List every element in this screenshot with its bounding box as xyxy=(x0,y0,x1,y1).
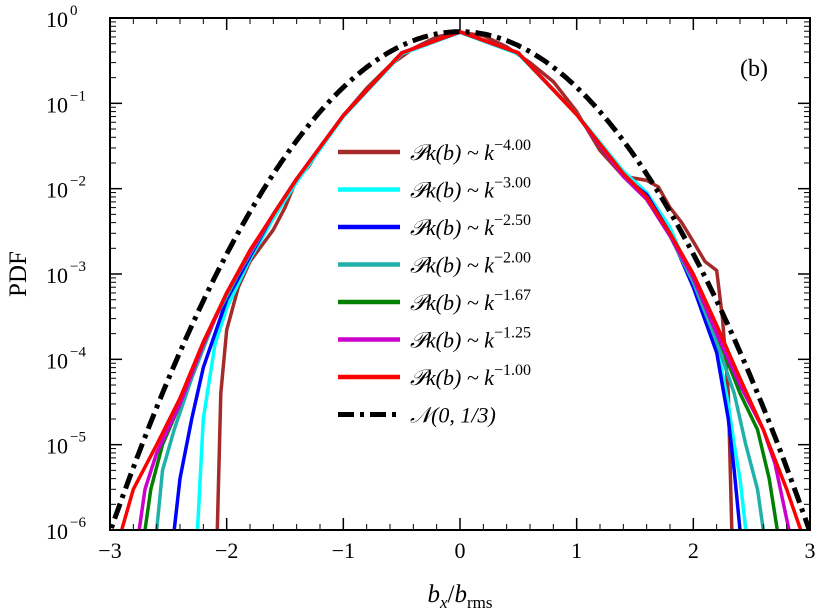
x-tick-label: 0 xyxy=(455,538,466,563)
y-tick-base: 10 xyxy=(46,434,68,459)
y-tick-exponent: −5 xyxy=(70,430,86,446)
legend-main: 𝒫k(b) ~ k xyxy=(410,253,495,278)
y-tick-label: 10 xyxy=(46,178,68,203)
y-tick-base: 10 xyxy=(46,263,68,288)
y-tick-exponent: −6 xyxy=(70,515,86,531)
y-tick-exponent: 0 xyxy=(70,3,78,19)
y-tick-base: 10 xyxy=(46,178,68,203)
y-tick-label: 10 xyxy=(46,7,68,32)
y-tick-exponent: −1 xyxy=(70,88,86,104)
y-tick-label: 10 xyxy=(46,434,68,459)
legend-label-5: 𝒫k(b) ~ k−1.25 xyxy=(410,325,531,353)
series-line-0 xyxy=(215,30,734,530)
legend-main: 𝒫k(b) ~ k xyxy=(410,215,495,240)
legend-exponent: −2.50 xyxy=(494,212,531,229)
y-tick-label: 10 xyxy=(46,519,68,544)
x-tick-label: −2 xyxy=(215,538,238,563)
y-tick-label: 10 xyxy=(46,348,68,373)
x-tick-label: 1 xyxy=(571,538,582,563)
x-tick-label: −3 xyxy=(98,538,121,563)
legend-main: 𝒫k(b) ~ k xyxy=(410,140,495,165)
x-axis: −3 −2 −1 0 1 2 3 xyxy=(98,18,816,563)
legend-exponent: −4.00 xyxy=(494,137,531,154)
series-line-6 xyxy=(120,30,803,530)
legend-label-0: 𝒫k(b) ~ k−4.00 xyxy=(410,137,531,165)
y-tick-base: 10 xyxy=(46,92,68,117)
y-tick-base: 10 xyxy=(46,348,68,373)
series-line-3 xyxy=(154,30,766,530)
legend-main: 𝒩(0, 1/3) xyxy=(410,403,496,428)
x-tick-label: 3 xyxy=(805,538,816,563)
series-line-7 xyxy=(110,29,810,530)
legend-main: 𝒫k(b) ~ k xyxy=(410,178,495,203)
legend-main: 𝒫k(b) ~ k xyxy=(410,328,495,353)
legend-main: 𝒫k(b) ~ k xyxy=(410,290,495,315)
legend-label-1: 𝒫k(b) ~ k−3.00 xyxy=(410,175,531,203)
legend-exponent: −3.00 xyxy=(494,175,531,192)
y-tick-exponent: −4 xyxy=(70,344,86,360)
legend-label-7: 𝒩(0, 1/3) xyxy=(410,403,496,428)
series-line-1 xyxy=(195,30,748,530)
legend-exponent: −2.00 xyxy=(494,250,531,267)
x-axis-title-denom-sub: rms xyxy=(467,593,493,612)
x-axis-title: bx/brms xyxy=(428,581,493,612)
legend-label-2: 𝒫k(b) ~ k−2.50 xyxy=(410,212,531,240)
y-tick-label: 10 xyxy=(46,92,68,117)
legend-exponent: −1.67 xyxy=(494,287,531,304)
y-tick-label: 10 xyxy=(46,263,68,288)
legend-exponent: −1.00 xyxy=(494,362,531,379)
y-tick-exponent: −3 xyxy=(70,259,86,275)
x-tick-label: 2 xyxy=(688,538,699,563)
legend-main: 𝒫k(b) ~ k xyxy=(410,365,495,390)
x-axis-title-slash: / xyxy=(448,581,455,608)
legend-label-3: 𝒫k(b) ~ k−2.00 xyxy=(410,250,531,278)
x-axis-title-main: b xyxy=(428,581,441,608)
legend-exponent: −1.25 xyxy=(494,325,531,342)
y-tick-exponent: −2 xyxy=(70,174,86,190)
y-tick-base: 10 xyxy=(46,519,68,544)
y-tick-base: 10 xyxy=(46,7,68,32)
y-axis-title: PDF xyxy=(5,251,32,297)
legend-label-6: 𝒫k(b) ~ k−1.00 xyxy=(410,362,531,390)
x-axis-title-denom: b xyxy=(455,581,468,608)
x-axis-title-main-sub: x xyxy=(439,593,448,612)
series-layer xyxy=(110,29,810,530)
panel-label: (b) xyxy=(740,56,768,82)
x-tick-label: −1 xyxy=(332,538,355,563)
series-line-2 xyxy=(172,30,742,530)
legend-label-4: 𝒫k(b) ~ k−1.67 xyxy=(410,287,531,315)
